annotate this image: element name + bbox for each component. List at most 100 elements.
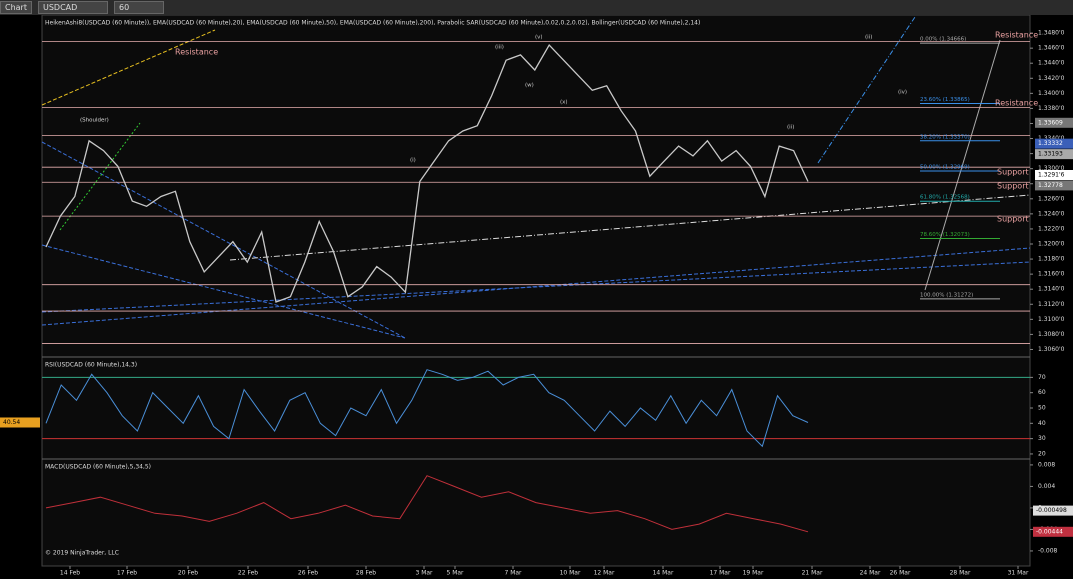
y-tick-label: 1.3200'0 xyxy=(1038,241,1065,248)
annotation: (x) xyxy=(560,100,568,106)
x-tick-label: 28 Feb xyxy=(356,570,376,577)
y-tick-label: 0.004 xyxy=(1038,483,1055,490)
y-tick-label: 1.3140'0 xyxy=(1038,286,1065,293)
y-tick-label: 50 xyxy=(1038,405,1046,412)
x-tick-label: 28 Mar xyxy=(950,570,971,577)
annotation: (iv) xyxy=(898,90,907,96)
fib-label: 38.20% (1.33370) xyxy=(920,134,970,140)
y-tick-label: 1.3060'0 xyxy=(1038,346,1065,353)
annotation: Support xyxy=(997,215,1029,224)
y-tick-label: 1.3340'0 xyxy=(1038,135,1065,142)
value-marker-label: -0.00444 xyxy=(1036,528,1063,535)
x-tick-label: 3 Mar xyxy=(415,570,433,577)
instrument-select[interactable]: USDCAD xyxy=(37,1,108,14)
y-tick-label: 1.3260'0 xyxy=(1038,195,1065,202)
y-tick-label: 1.3400'0 xyxy=(1038,90,1065,97)
annotation: (i) xyxy=(410,158,416,164)
value-marker xyxy=(1033,526,1073,537)
fib-label: 50.00% (1.32969) xyxy=(920,165,970,171)
fib-label: 78.60% (1.32073) xyxy=(920,232,970,238)
annotation: Resistance xyxy=(995,31,1038,40)
plot-frame xyxy=(41,15,1031,567)
series-line xyxy=(45,44,809,303)
projection-line xyxy=(924,39,1001,291)
projection-line xyxy=(817,16,916,164)
y-tick-label: 40 xyxy=(1038,420,1046,427)
value-marker-label: 40.54 xyxy=(3,419,20,426)
panel-title: RSI(USDCAD (60 Minute),14,3) xyxy=(45,362,137,369)
y-tick-label: 1.3380'0 xyxy=(1038,105,1065,112)
y-tick-label: 20 xyxy=(1038,450,1046,457)
value-marker-label: -0.000498 xyxy=(1036,507,1067,514)
y-tick-label: 1.3180'0 xyxy=(1038,256,1065,263)
value-marker-label: 1.33609 xyxy=(1038,119,1063,126)
copyright: © 2019 NinjaTrader, LLC xyxy=(45,550,119,557)
x-tick-label: 24 Mar xyxy=(860,570,881,577)
chart-tab[interactable]: Chart xyxy=(0,1,32,14)
value-marker-label: 1.3291'6 xyxy=(1038,172,1065,179)
x-tick-label: 5 Mar xyxy=(446,570,464,577)
trend-line xyxy=(41,29,216,106)
y-tick-label: 1.3440'0 xyxy=(1038,60,1065,67)
interval-select[interactable]: 60 Minute xyxy=(113,1,164,23)
fib-label: 100.00% (1.31272) xyxy=(920,292,973,298)
trend-line xyxy=(41,141,406,339)
y-tick-label: 1.3160'0 xyxy=(1038,271,1065,278)
annotation: (ii) xyxy=(787,125,794,131)
x-tick-label: 19 Mar xyxy=(743,570,764,577)
series-line xyxy=(45,475,809,533)
y-tick-label: 1.3300'0 xyxy=(1038,165,1065,172)
x-tick-label: 17 Mar xyxy=(710,570,731,577)
trend-line xyxy=(229,194,1031,261)
y-tick-label: 1.3480'0 xyxy=(1038,30,1065,37)
y-tick-label: 70 xyxy=(1038,374,1046,381)
panel-title: MACD(USDCAD (60 Minute),5,34,5) xyxy=(45,464,151,471)
x-tick-label: 7 Mar xyxy=(504,570,522,577)
y-tick-label: 30 xyxy=(1038,435,1046,442)
y-tick-label: 1.3460'0 xyxy=(1038,45,1065,52)
x-tick-label: 12 Mar xyxy=(594,570,615,577)
value-marker xyxy=(0,417,40,428)
y-tick-label: 0.008 xyxy=(1038,461,1055,468)
x-tick-label: 14 Mar xyxy=(653,570,674,577)
y-tick-label: 1.3080'0 xyxy=(1038,331,1065,338)
annotation: Resistance xyxy=(995,99,1038,108)
x-tick-label: 22 Feb xyxy=(238,570,258,577)
value-marker xyxy=(1035,180,1073,191)
x-tick-label: 26 Mar xyxy=(890,570,911,577)
y-tick-label: -0.008 xyxy=(1038,547,1058,554)
x-tick-label: 17 Feb xyxy=(117,570,137,577)
annotation: (ii) xyxy=(865,35,872,41)
trend-line xyxy=(41,261,1031,313)
panel-title: HeikenAshi8(USDCAD (60 Minute)), EMA(USD… xyxy=(45,20,700,27)
chart: HeikenAshi8(USDCAD (60 Minute)), EMA(USD… xyxy=(0,15,1073,579)
y-tick-label: 1.3220'0 xyxy=(1038,225,1065,232)
annotation: Support xyxy=(997,168,1029,177)
x-tick-label: 26 Feb xyxy=(298,570,318,577)
value-marker xyxy=(1035,170,1073,181)
fib-label: 23.60% (1.33865) xyxy=(920,97,970,103)
value-marker-label: 1.33193 xyxy=(1038,151,1063,158)
annotation: Support xyxy=(997,182,1029,191)
x-tick-label: 10 Mar xyxy=(560,570,581,577)
value-marker xyxy=(1035,117,1073,128)
annotation: Resistance xyxy=(175,48,218,57)
value-marker xyxy=(1035,138,1073,149)
y-tick-label: 1.3420'0 xyxy=(1038,75,1065,82)
x-tick-label: 20 Feb xyxy=(178,570,198,577)
annotation: (iii) xyxy=(495,45,504,51)
y-tick-label: 1.3240'0 xyxy=(1038,210,1065,217)
x-tick-label: 21 Mar xyxy=(802,570,823,577)
fib-label: 61.80% (1.32568) xyxy=(920,195,970,201)
annotation: (w) xyxy=(525,83,534,89)
y-tick-label: 60 xyxy=(1038,389,1046,396)
x-tick-label: 14 Feb xyxy=(60,570,80,577)
annotation: (v) xyxy=(535,35,543,41)
value-marker xyxy=(1033,505,1073,516)
value-marker-label: 1.33332 xyxy=(1038,140,1063,147)
series-line xyxy=(45,369,809,448)
toolbar: Chart USDCAD 60 Minute xyxy=(0,0,1073,23)
x-tick-label: 31 Mar xyxy=(1008,570,1029,577)
trend-line xyxy=(41,244,406,339)
value-marker-label: 1.32778 xyxy=(1038,182,1063,189)
